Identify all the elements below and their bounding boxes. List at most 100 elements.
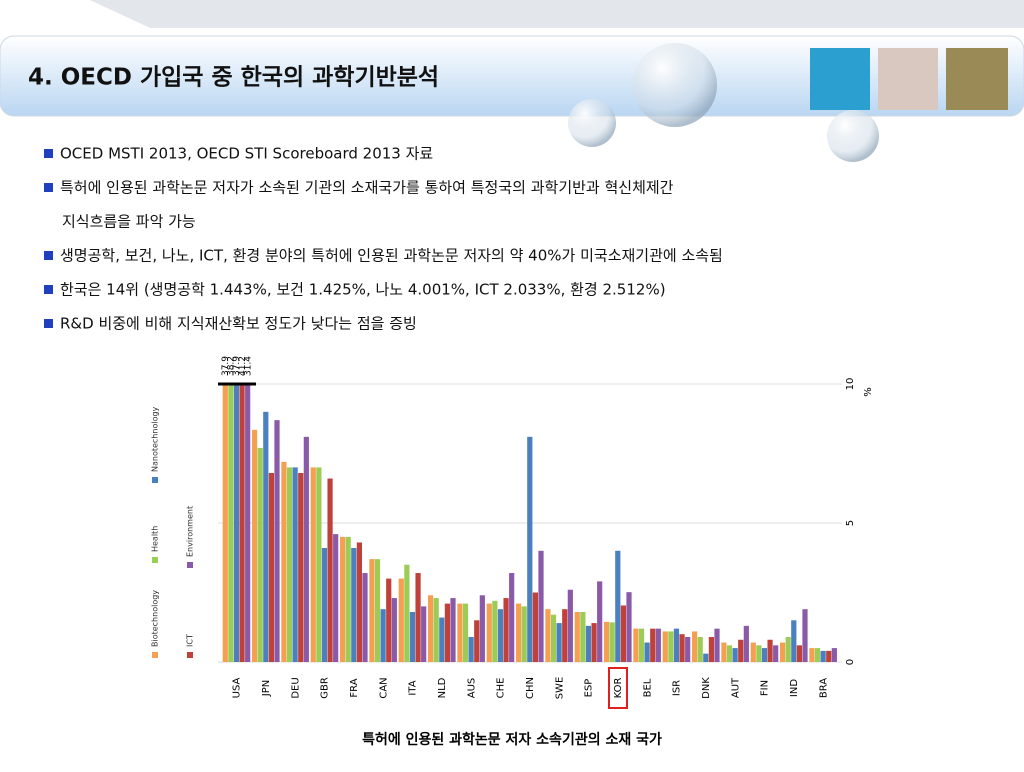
bar [773,645,779,662]
bar [585,625,592,662]
bar [362,573,368,662]
bar [726,645,733,662]
x-tick-label: ITA [408,680,419,695]
photo [810,48,870,110]
bar [668,631,674,662]
legend-label: Health [151,526,160,552]
bar [538,550,544,662]
bar [439,617,445,662]
bar [685,636,691,662]
x-tick-label: CHN [525,677,536,699]
bar [310,467,316,662]
bar [516,603,522,662]
title: 4. OECD 가입국 중 한국의 과학기반분석 [28,65,439,91]
bar [486,603,492,662]
x-tick-label: JPN [261,680,272,697]
bar [626,592,632,662]
bar [503,598,509,662]
bar [597,581,603,662]
legend-swatch [152,477,158,483]
bullet-marker [44,149,53,158]
bar [820,650,826,662]
bar [644,642,650,662]
legend-label: Environment [186,506,195,557]
bar [767,639,773,662]
bar [633,628,639,662]
bar [638,628,645,662]
bar [809,648,815,662]
bar [239,384,245,662]
x-tick-label: AUS [466,678,477,699]
x-tick-label: IND [789,679,800,697]
bar [391,598,397,662]
legend-swatch [152,652,158,658]
bar [351,548,357,662]
x-tick-label: KOR [613,678,624,699]
bar [281,461,287,662]
bar [615,550,621,662]
x-tick-label: BRA [818,678,829,698]
bar [263,411,269,662]
bullet-marker [44,319,53,328]
x-tick-label: DEU [290,677,301,698]
x-tick-label: CAN [378,677,389,698]
x-tick-label: AUT [730,677,741,698]
bar [655,628,661,662]
bullet-marker [44,285,53,294]
bar [580,611,586,662]
x-tick-label: NLD [437,677,448,698]
bar [662,631,668,662]
bar [750,642,756,662]
bar [245,384,251,662]
bar [743,625,749,662]
bar [428,595,434,662]
bar [761,648,768,662]
bullet-text: 한국은 14위 (생명공학 1.443%, 보건 1.425%, 나노 4.00… [60,281,666,299]
bar [292,467,298,662]
bullet-text: OCED MSTI 2013, OECD STI Scoreboard 2013… [60,145,433,163]
bar [340,536,346,662]
bubble [568,99,616,147]
x-tick-label: USA [232,677,243,698]
bar [386,578,392,662]
bar [732,648,738,662]
x-tick-label: ISR [672,680,683,696]
bar [298,472,304,662]
bar [697,636,703,662]
legend-label: Biotechnology [151,590,160,647]
y-tick-label: 0 [845,659,856,665]
bar [421,606,427,662]
legend-swatch [187,562,193,568]
bar [609,622,615,662]
bar [450,598,456,662]
x-tick-label: ESP [584,679,595,698]
x-tick-label: DNK [701,677,712,699]
x-tick-label: CHE [496,678,507,699]
bullet-text: R&D 비중에 비해 지식재산확보 정도가 낮다는 점을 증빙 [60,315,417,333]
bar [714,628,720,662]
bar [567,589,573,662]
bar [703,653,709,662]
bar [457,603,463,662]
value-label: 38.2 [227,356,237,376]
x-tick-label: BEL [642,678,653,697]
bar [222,384,228,662]
title-bar [0,35,1024,117]
bar [545,609,551,662]
photo [878,48,938,110]
bar [404,564,410,662]
bar [591,623,597,662]
bar [620,605,626,662]
bar [785,636,791,662]
x-tick-label: SWE [554,677,565,700]
y-tick-label: 5 [845,520,856,526]
value-label: 41.2 [238,356,248,376]
highlight-box [608,667,628,709]
bar [415,573,421,662]
bar [479,595,485,662]
bar [398,578,404,662]
bubble [827,110,879,162]
bar [233,384,240,662]
bar [562,609,568,662]
